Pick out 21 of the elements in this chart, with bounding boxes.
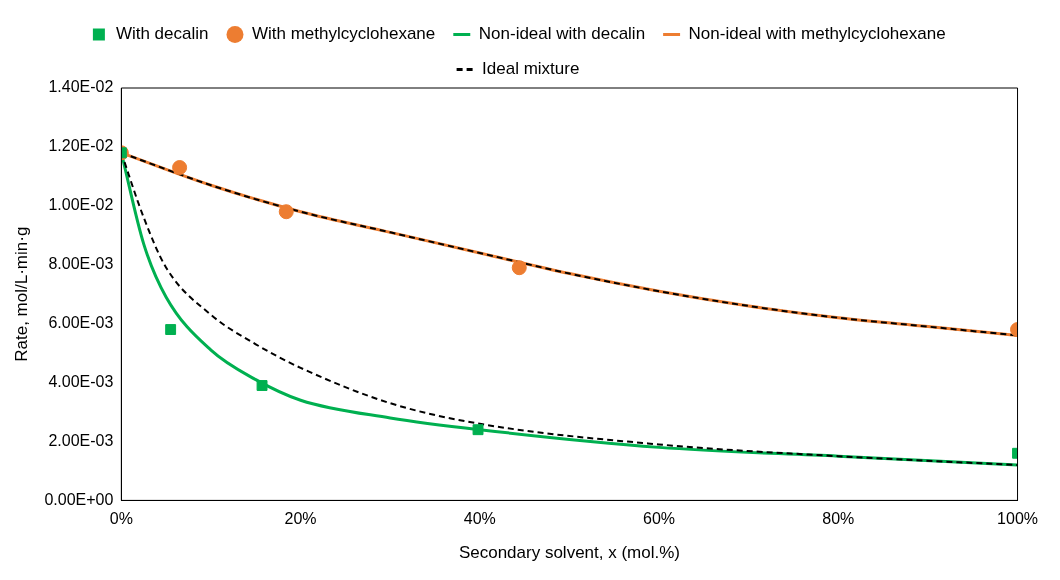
legend-label: Non-ideal with methylcyclohexane [688,24,946,44]
x-tick-label: 100% [997,510,1038,528]
y-tick-label: 1.40E-02 [48,78,114,96]
y-tick-label: 0.00E+00 [44,490,114,508]
x-tick-label: 60% [643,510,676,528]
x-tick-label: 0% [109,510,133,528]
y-tick-label: 4.00E-03 [48,372,114,390]
y-tick-label: 1.20E-02 [48,137,114,155]
legend-label: With decalin [115,24,209,44]
y-tick-label: 8.00E-03 [48,255,114,273]
x-tick-label: 40% [463,510,496,528]
y-tick-label: 6.00E-03 [48,314,114,332]
y-tick-label: 2.00E-03 [48,431,114,449]
x-tick-label: 80% [822,510,855,528]
legend-label: Ideal mixture [482,59,580,79]
legend-label: With methylcyclohexane [251,24,436,44]
y-tick-label: 1.00E-02 [48,196,114,214]
legend-label: Non-ideal with decalin [478,24,646,44]
y-axis-title: Rate, mol/L·min·g [11,226,31,362]
x-tick-label: 20% [284,510,317,528]
x-axis-title: Secondary solvent, x (mol.%) [458,543,680,563]
